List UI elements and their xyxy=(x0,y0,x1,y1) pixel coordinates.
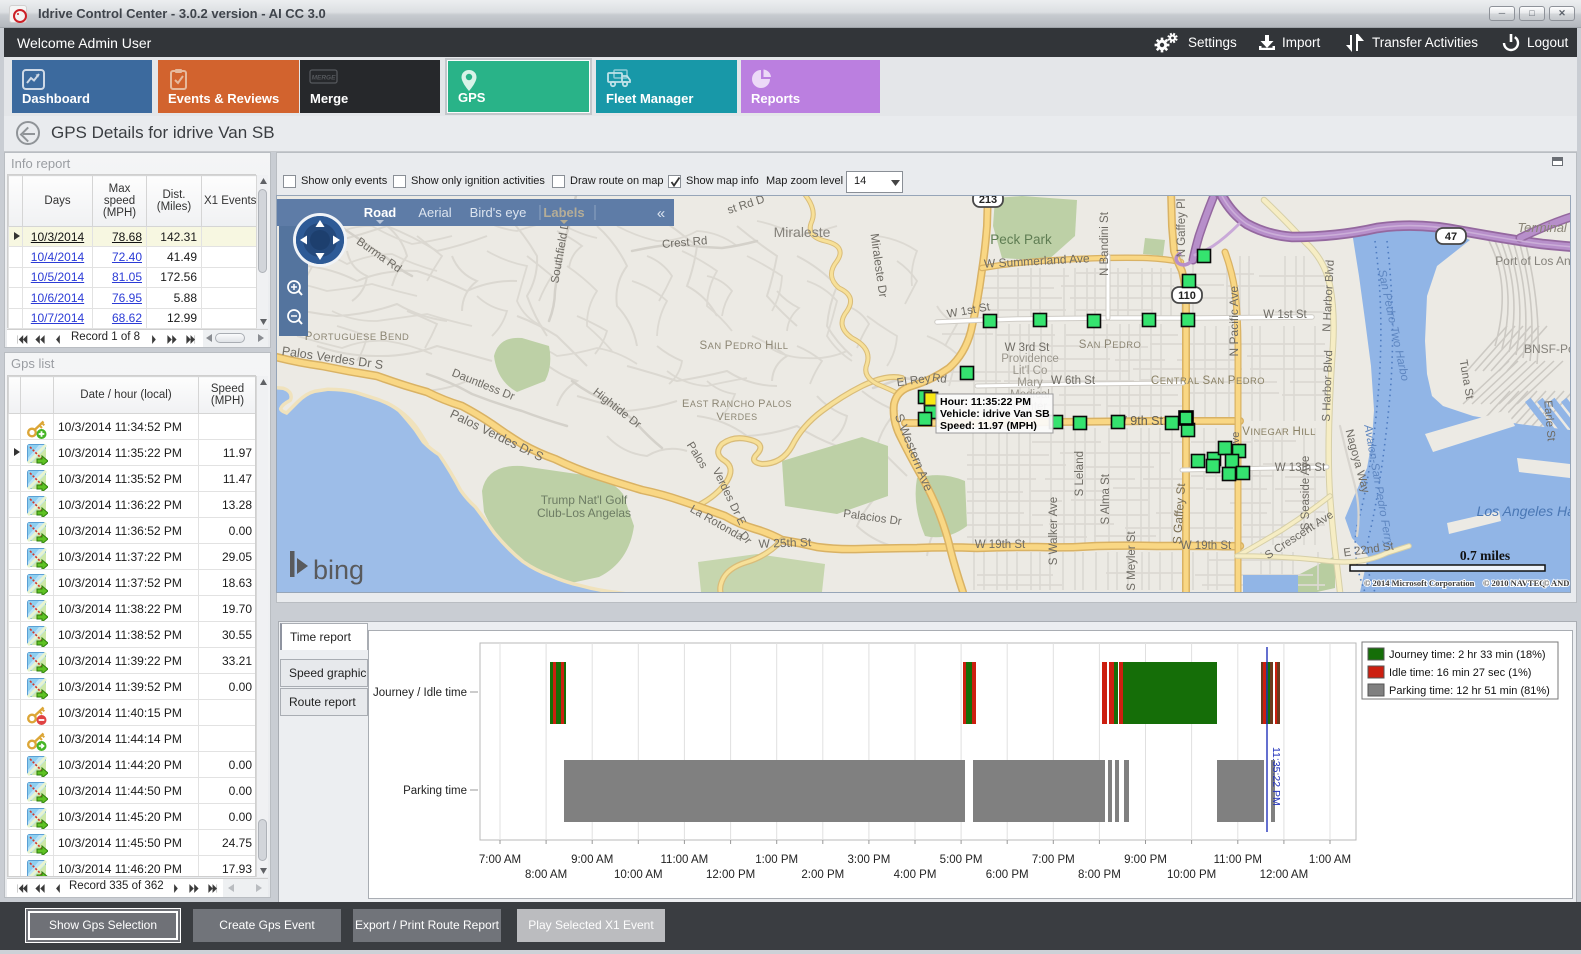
svg-text:Idle time: 16 min 27 sec (1%): Idle time: 16 min 27 sec (1%) xyxy=(1389,667,1531,679)
svg-text:9:00 PM: 9:00 PM xyxy=(1124,854,1167,866)
svg-text:10:00 PM: 10:00 PM xyxy=(1167,869,1216,881)
svg-text:W 1st St: W 1st St xyxy=(1263,309,1307,321)
svg-text:CENTRAL SAN PEDRO: CENTRAL SAN PEDRO xyxy=(1151,375,1265,387)
svg-text:N Pacific Ave: N Pacific Ave xyxy=(1227,286,1241,357)
svg-text:Speed: 11.97 (MPH): Speed: 11.97 (MPH) xyxy=(940,420,1037,432)
svg-text:3:00 PM: 3:00 PM xyxy=(847,854,890,866)
svg-text:MERGE: MERGE xyxy=(312,75,337,82)
svg-text:2:00 PM: 2:00 PM xyxy=(801,869,844,881)
svg-text:47: 47 xyxy=(1445,231,1457,243)
svg-text:110: 110 xyxy=(1178,290,1196,302)
svg-text:Rd: Rd xyxy=(931,372,947,386)
svg-text:© 2014 Microsoft Corporation: © 2014 Microsoft Corporation xyxy=(1364,578,1475,588)
svg-text:W 9th St: W 9th St xyxy=(1115,414,1163,428)
svg-text:Lit'l Co: Lit'l Co xyxy=(1013,365,1048,377)
svg-text:8:00 AM: 8:00 AM xyxy=(525,869,567,881)
svg-text:4:00 PM: 4:00 PM xyxy=(894,869,937,881)
svg-text:W 19th St: W 19th St xyxy=(1181,540,1232,552)
svg-text:N Bandini St: N Bandini St xyxy=(1099,211,1111,276)
svg-text:7:00 AM: 7:00 AM xyxy=(479,854,521,866)
svg-text:12:00 PM: 12:00 PM xyxy=(706,869,755,881)
svg-text:S Leland: S Leland xyxy=(1074,451,1086,496)
svg-text:S Harbor Blvd: S Harbor Blvd xyxy=(1321,350,1335,422)
svg-text:W 13th St: W 13th St xyxy=(1275,462,1326,474)
svg-text:1:00 AM: 1:00 AM xyxy=(1309,854,1351,866)
svg-text:6:00 PM: 6:00 PM xyxy=(986,869,1029,881)
svg-text:BNSF-Port: BNSF-Port xyxy=(1524,342,1570,356)
svg-text:Labels: Labels xyxy=(543,205,584,220)
svg-text:Los Angeles Harb: Los Angeles Harb xyxy=(1477,503,1570,519)
svg-text:Miraleste: Miraleste xyxy=(774,224,831,240)
svg-text:Providence: Providence xyxy=(1001,353,1059,365)
svg-text:Bird's eye: Bird's eye xyxy=(470,205,527,220)
svg-text:W Summerland Ave: W Summerland Ave xyxy=(984,251,1091,271)
svg-text:Journey / Idle time: Journey / Idle time xyxy=(373,687,467,699)
svg-text:12:00 AM: 12:00 AM xyxy=(1260,869,1309,881)
svg-text:7:00 PM: 7:00 PM xyxy=(1032,854,1075,866)
svg-text:10:00 AM: 10:00 AM xyxy=(614,869,663,881)
svg-text:Hour: 11:35:22 PM: Hour: 11:35:22 PM xyxy=(940,396,1031,408)
svg-text:Crest Rd: Crest Rd xyxy=(662,235,708,251)
svg-text:N Gaffey Pl: N Gaffey Pl xyxy=(1176,199,1188,258)
svg-text:SAN PEDRO: SAN PEDRO xyxy=(1079,339,1142,351)
svg-text:Aerial: Aerial xyxy=(418,205,451,220)
svg-text:8:00 PM: 8:00 PM xyxy=(1078,869,1121,881)
svg-text:Vehicle: idrive Van SB: Vehicle: idrive Van SB xyxy=(940,408,1050,420)
svg-text:213: 213 xyxy=(979,196,997,206)
svg-text:EAST RANCHO PALOS: EAST RANCHO PALOS xyxy=(682,398,792,410)
svg-text:© AND: © AND xyxy=(1543,578,1569,588)
svg-text:S Gaffey St: S Gaffey St xyxy=(1170,482,1188,545)
svg-text:SAN PEDRO HILL: SAN PEDRO HILL xyxy=(699,340,788,352)
svg-text:N Harbor Blvd: N Harbor Blvd xyxy=(1321,259,1337,332)
svg-text:Peck Park: Peck Park xyxy=(990,232,1052,247)
svg-text:Terminal Is: Terminal Is xyxy=(1517,220,1570,235)
svg-text:Parking time: 12 hr 51 min (81: Parking time: 12 hr 51 min (81%) xyxy=(1389,685,1550,697)
svg-text:S Alma St: S Alma St xyxy=(1100,473,1112,524)
svg-text:© 2010 NAVTEQ: © 2010 NAVTEQ xyxy=(1483,578,1546,588)
svg-text:Club-Los Angelas: Club-Los Angelas xyxy=(537,506,631,520)
svg-text:0.7 miles: 0.7 miles xyxy=(1460,548,1510,563)
svg-text:PORTUGUESE BEND: PORTUGUESE BEND xyxy=(305,331,409,343)
svg-text:W 6th St: W 6th St xyxy=(1051,375,1096,387)
svg-text:11:00 AM: 11:00 AM xyxy=(661,854,709,866)
svg-text:VINEGAR HILL: VINEGAR HILL xyxy=(1242,426,1316,438)
svg-text:11:00 PM: 11:00 PM xyxy=(1214,854,1262,866)
svg-text:S Walker Ave: S Walker Ave xyxy=(1048,497,1060,565)
svg-text:S Seaside Ave: S Seaside Ave xyxy=(1300,456,1312,531)
svg-text:El Rey: El Rey xyxy=(896,373,931,390)
svg-text:Earle St: Earle St xyxy=(1541,400,1557,443)
svg-text:VERDES: VERDES xyxy=(716,411,757,423)
svg-text:Port of Los Angel: Port of Los Angel xyxy=(1495,254,1570,268)
svg-text:S Meyler St: S Meyler St xyxy=(1126,530,1138,590)
svg-text:Road: Road xyxy=(364,205,397,220)
svg-text:11:35:22 PM: 11:35:22 PM xyxy=(1270,747,1282,806)
svg-text:W 19th St: W 19th St xyxy=(975,539,1026,551)
svg-text:1:00 PM: 1:00 PM xyxy=(755,854,798,866)
svg-text:5:00 PM: 5:00 PM xyxy=(940,854,983,866)
svg-text:Parking time: Parking time xyxy=(403,785,467,797)
svg-text:Mary: Mary xyxy=(1017,377,1043,389)
svg-text:Trump Nat'l Golf: Trump Nat'l Golf xyxy=(541,493,628,507)
svg-text:W 25th St: W 25th St xyxy=(758,535,812,551)
svg-text:W 3rd St: W 3rd St xyxy=(1005,342,1051,354)
svg-text:9:00 AM: 9:00 AM xyxy=(571,854,613,866)
svg-text:«: « xyxy=(657,205,665,222)
svg-text:Journey time: 2 hr 33 min (18%: Journey time: 2 hr 33 min (18%) xyxy=(1389,649,1546,661)
svg-text:bing: bing xyxy=(313,555,364,585)
